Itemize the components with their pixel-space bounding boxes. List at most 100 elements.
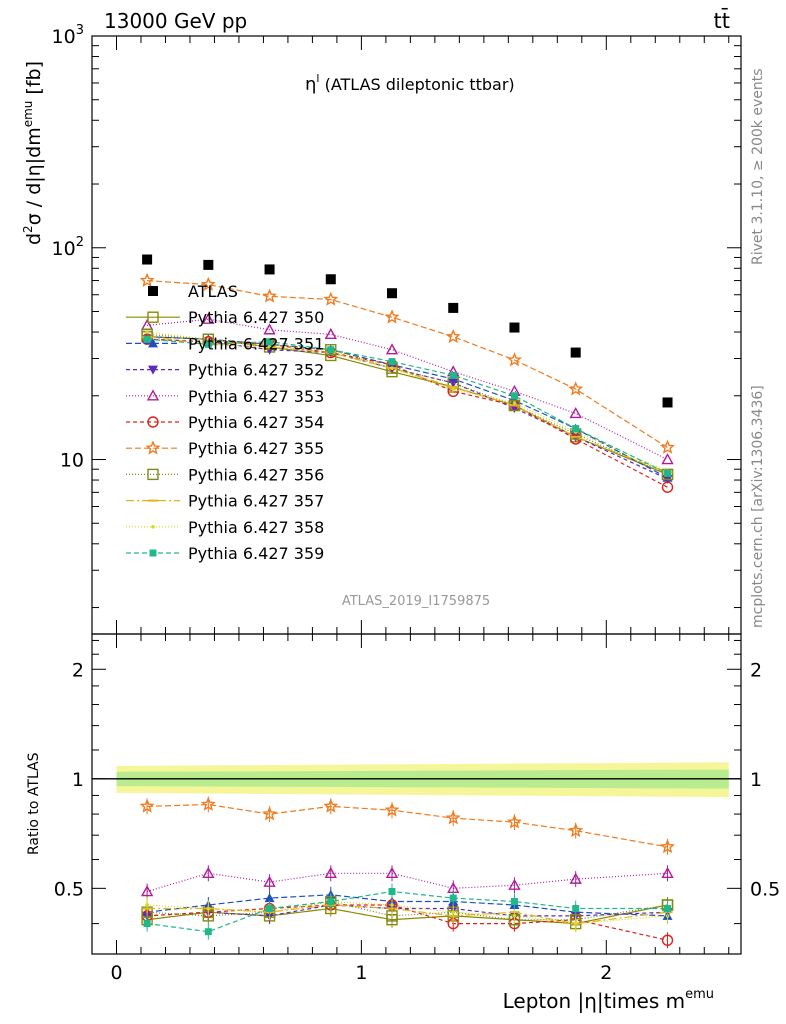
data-marker [200,276,216,291]
data-marker [151,525,155,529]
plot-title-text: (ATLAS dileptonic ttbar) [319,75,514,94]
data-marker [569,407,582,419]
data-marker [200,796,216,811]
legend-label: Pythia 6.427 355 [188,439,324,458]
data-marker [661,481,674,493]
data-marker [323,798,339,813]
ratio-panel-series [139,796,675,949]
data-marker [204,340,212,348]
x-tick-label: 1 [355,962,367,984]
data-marker [203,259,214,270]
data-marker [264,264,275,275]
legend-label: Pythia 6.427 359 [188,544,324,563]
x-axis-label-text: Lepton |η|times m [503,989,686,1013]
series-ratio-5 [141,896,674,949]
data-marker [263,323,276,335]
data-marker [573,921,578,926]
data-marker [387,288,398,299]
data-marker [142,254,153,265]
series-main-2 [142,331,673,482]
data-marker [451,387,456,391]
data-marker [568,381,584,396]
legend-label: Pythia 6.427 350 [188,308,324,327]
data-marker [148,286,158,296]
series-ratio-6 [139,796,675,855]
side-label-top: Rivet 3.1.10, ≥ 200k events [750,68,766,265]
data-marker [572,425,580,433]
data-marker [266,905,274,913]
ratio-y-tick-label-right: 2 [750,659,762,681]
legend-item: Pythia 6.427 353 [126,387,324,406]
ratio-series-line [147,900,668,921]
legend-label: Pythia 6.427 352 [188,361,324,380]
data-marker [660,439,675,454]
data-marker [664,469,672,477]
legend-item: Pythia 6.427 351 [126,334,324,353]
data-marker [147,416,159,428]
legend-label: Pythia 6.427 358 [188,518,324,537]
data-marker [325,274,336,285]
data-marker [508,878,521,890]
data-marker [388,888,396,896]
data-marker [660,839,675,854]
data-marker [390,903,394,907]
data-marker [451,910,456,914]
data-marker [143,335,151,343]
data-marker [324,866,337,878]
data-marker [143,920,151,928]
data-marker [147,468,159,481]
ratio-series-line [147,803,668,848]
plot-title: ηl (ATLAS dileptonic ttbar) [305,72,515,95]
energy-label: 13000 GeV pp [104,9,247,33]
legend-item: Pythia 6.427 350 [126,308,324,327]
series-line [147,333,668,476]
series-main-6 [139,272,675,454]
series-ratio-10 [143,883,672,940]
data-marker [572,905,580,913]
legend-item: Pythia 6.427 355 [126,439,324,458]
main-y-tick-label: 102 [52,235,84,260]
data-marker [661,453,674,465]
side-label-bottom: mcplots.cern.ch [arXiv:1306.3436] [750,385,766,628]
x-tick-label: 2 [600,962,612,984]
ratio-y-tick-label: 1 [72,769,84,791]
series-ratio-9 [145,893,670,932]
data-marker [148,365,158,375]
data-marker [327,898,335,906]
data-marker [139,798,155,813]
plot-title-sup: l [316,72,319,85]
data-marker [384,802,400,817]
data-marker [324,327,337,340]
data-marker [445,810,461,825]
analysis-id: ATLAS_2019_I1759875 [342,594,490,609]
legend-label: ATLAS [188,282,238,301]
series-main-0 [142,254,673,408]
data-marker [325,344,337,356]
data-marker [568,822,584,838]
data-marker [385,866,399,878]
data-marker [266,338,274,346]
data-marker [661,934,674,946]
data-marker [323,291,339,306]
data-marker [146,389,160,401]
data-marker [145,330,149,334]
legend-label: Pythia 6.427 354 [188,413,324,432]
legend-label: Pythia 6.427 353 [188,387,324,406]
series-main-10 [143,335,672,477]
plot-title-symbol: η [305,74,316,95]
plot-frames: 10 102 103 0.5 0.5 1 1 2 2 0 1 2 [52,23,781,984]
data-marker [661,866,674,878]
data-marker [445,328,461,344]
data-marker [147,311,159,323]
data-marker [512,401,517,405]
data-marker [448,302,459,313]
data-marker [510,898,518,906]
x-axis-label-sup: emu [685,987,714,1002]
y-axis-label-ratio: Ratio to ATLAS [26,752,42,855]
data-marker [569,872,582,884]
legend-item: Pythia 6.427 356 [126,465,324,484]
data-marker [262,288,278,303]
legend-item: Pythia 6.427 357 [126,492,324,511]
legend-item: Pythia 6.427 359 [126,544,324,563]
